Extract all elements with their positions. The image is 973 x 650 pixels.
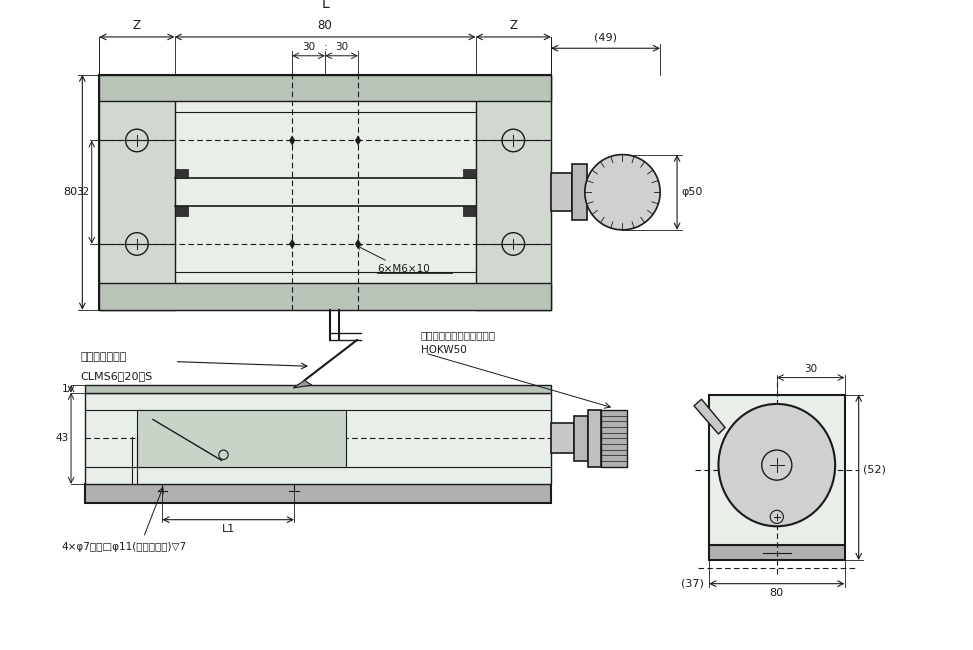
Text: :: : [323, 42, 327, 52]
Bar [476, 75, 551, 310]
Text: Z: Z [509, 20, 518, 32]
Bar [572, 164, 587, 220]
Polygon shape [289, 239, 295, 249]
Polygon shape [694, 399, 725, 434]
Text: Z: Z [133, 20, 141, 32]
Text: クランプレバー: クランプレバー [81, 352, 126, 362]
Text: (37): (37) [681, 578, 704, 589]
Bar [551, 174, 572, 211]
Text: (52): (52) [863, 465, 886, 474]
Bar [99, 75, 551, 101]
Text: 43: 43 [54, 434, 68, 443]
Text: アルミローレットハンドル: アルミローレットハンドル [420, 330, 495, 340]
Bar [574, 416, 588, 461]
Text: 80: 80 [318, 20, 333, 32]
Bar [86, 393, 551, 484]
Polygon shape [289, 136, 295, 145]
Text: L: L [321, 0, 329, 10]
Text: 6×M6×10: 6×M6×10 [377, 272, 430, 282]
Bar [174, 169, 188, 178]
Bar [99, 75, 174, 310]
Text: 4×φ7キリ□φ11(反対側より)▽7: 4×φ7キリ□φ11(反対側より)▽7 [61, 542, 187, 552]
Bar [137, 410, 346, 467]
Bar [86, 484, 551, 502]
Text: φ50: φ50 [682, 187, 703, 197]
Bar [462, 169, 476, 178]
Text: 30: 30 [302, 42, 315, 52]
Bar [709, 545, 845, 560]
Bar [709, 395, 845, 545]
Text: 6×M6×10: 6×M6×10 [357, 246, 430, 274]
Text: 80: 80 [63, 187, 78, 197]
Bar [588, 410, 601, 467]
Text: CLMS6－20－S: CLMS6－20－S [81, 371, 153, 381]
Bar [601, 410, 628, 467]
Text: 1: 1 [61, 384, 68, 394]
Text: 32: 32 [76, 187, 89, 197]
Bar [99, 75, 551, 310]
Polygon shape [355, 136, 361, 145]
Bar [86, 385, 551, 393]
Bar [587, 185, 623, 200]
Polygon shape [585, 155, 660, 230]
Text: 80: 80 [770, 588, 784, 599]
Polygon shape [355, 239, 361, 249]
Bar [99, 283, 551, 310]
Bar [551, 423, 574, 453]
Text: (49): (49) [595, 32, 617, 43]
Polygon shape [293, 380, 312, 388]
Text: 30: 30 [335, 42, 348, 52]
Bar [462, 206, 476, 216]
Text: HOKW50: HOKW50 [420, 345, 466, 355]
Text: L1: L1 [222, 525, 234, 534]
Ellipse shape [718, 404, 835, 526]
Bar [174, 206, 188, 216]
Text: 30: 30 [804, 364, 817, 374]
